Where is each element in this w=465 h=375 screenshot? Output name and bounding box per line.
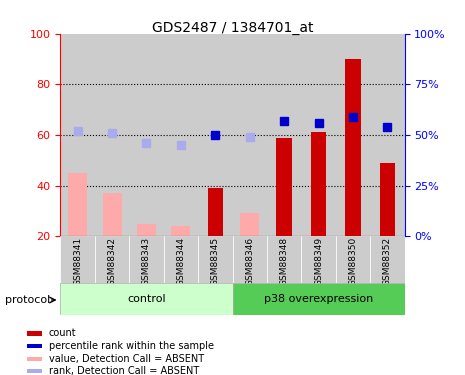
Text: GSM88341: GSM88341	[73, 237, 82, 286]
Bar	[60, 236, 95, 283]
Bar	[60, 283, 232, 315]
Bar	[276, 138, 292, 236]
Bar	[232, 283, 405, 315]
Text: GSM88343: GSM88343	[142, 237, 151, 286]
Text: GSM88344: GSM88344	[176, 237, 186, 286]
Text: control: control	[127, 294, 166, 304]
Bar	[198, 236, 232, 283]
Text: count: count	[48, 328, 76, 339]
Bar	[27, 357, 42, 361]
Bar	[240, 213, 259, 236]
Bar	[232, 236, 267, 283]
Bar	[198, 34, 232, 236]
Bar	[172, 226, 190, 236]
Text: GSM88342: GSM88342	[107, 237, 117, 286]
Bar	[129, 34, 164, 236]
Text: GDS2487 / 1384701_at: GDS2487 / 1384701_at	[152, 21, 313, 34]
Bar	[370, 34, 405, 236]
Text: p38 overexpression: p38 overexpression	[264, 294, 373, 304]
Text: percentile rank within the sample: percentile rank within the sample	[48, 341, 213, 351]
Text: GSM88345: GSM88345	[211, 237, 220, 286]
Bar	[311, 132, 326, 236]
Bar	[60, 34, 95, 236]
Text: GSM88346: GSM88346	[245, 237, 254, 286]
Bar	[129, 236, 164, 283]
Text: GSM88350: GSM88350	[348, 237, 358, 286]
Bar	[95, 236, 129, 283]
Bar	[267, 236, 301, 283]
Bar	[336, 34, 370, 236]
Bar	[267, 34, 301, 236]
Bar	[137, 224, 156, 236]
Bar	[27, 332, 42, 336]
Bar	[164, 34, 198, 236]
Bar	[370, 236, 405, 283]
Text: protocol: protocol	[5, 295, 50, 305]
Bar	[207, 188, 223, 236]
Bar	[301, 34, 336, 236]
Bar	[95, 34, 129, 236]
Bar	[68, 173, 87, 236]
Text: GSM88348: GSM88348	[279, 237, 289, 286]
Text: rank, Detection Call = ABSENT: rank, Detection Call = ABSENT	[48, 366, 199, 375]
Bar	[379, 163, 395, 236]
Bar	[345, 59, 361, 236]
Bar	[232, 34, 267, 236]
Text: GSM88349: GSM88349	[314, 237, 323, 286]
Bar	[103, 193, 121, 236]
Bar	[164, 236, 198, 283]
Bar	[336, 236, 370, 283]
Text: value, Detection Call = ABSENT: value, Detection Call = ABSENT	[48, 354, 204, 364]
Text: GSM88352: GSM88352	[383, 237, 392, 286]
Bar	[27, 369, 42, 374]
Bar	[27, 344, 42, 348]
Bar	[301, 236, 336, 283]
